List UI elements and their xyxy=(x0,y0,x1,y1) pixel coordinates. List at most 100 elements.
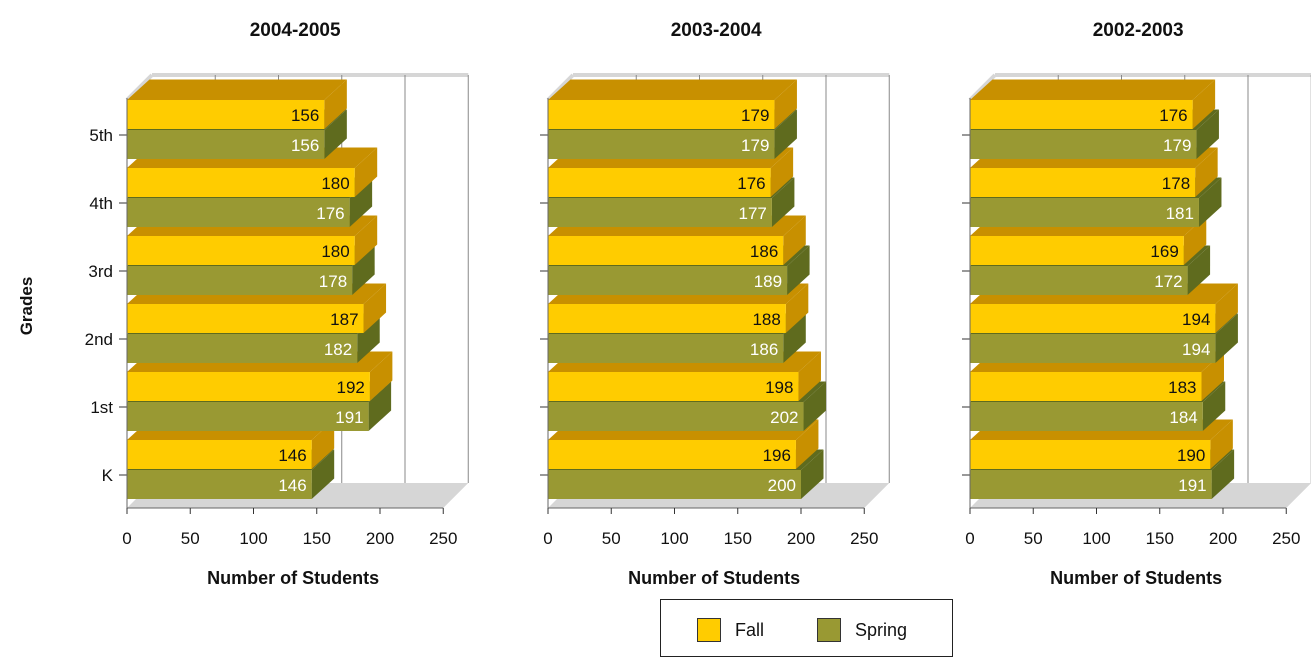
data-label-spring: 179 xyxy=(741,136,769,155)
y-axis-title: Grades xyxy=(17,277,36,336)
y-tick-label: 4th xyxy=(89,194,113,213)
bar-side-spring xyxy=(771,177,795,227)
bar-fall xyxy=(970,372,1202,401)
bar-side-fall xyxy=(774,79,797,129)
bar-fall xyxy=(970,100,1193,129)
x-tick-label: 100 xyxy=(239,529,267,548)
legend: Fall Spring xyxy=(660,599,953,657)
bar-side-fall xyxy=(1215,283,1238,333)
legend-label-spring: Spring xyxy=(855,619,908,640)
bar-side-fall xyxy=(783,215,806,265)
x-tick-label: 200 xyxy=(1209,529,1237,548)
bar-fall xyxy=(127,440,312,469)
data-label-spring: 184 xyxy=(1169,408,1197,427)
data-label-spring: 177 xyxy=(739,204,767,223)
y-tick-label: 1st xyxy=(90,398,113,417)
x-tick-label: 100 xyxy=(1082,529,1110,548)
bar-fall xyxy=(548,304,786,333)
bar-side-fall xyxy=(311,419,335,469)
chart-title: 2003-2004 xyxy=(671,20,762,41)
data-label-fall: 187 xyxy=(330,310,358,329)
bar-side-spring xyxy=(801,449,824,499)
y-tick-label: K xyxy=(102,466,114,485)
bar-top-fall xyxy=(548,79,797,100)
bar-fall xyxy=(548,440,796,469)
plot-top-edge xyxy=(546,73,575,102)
bar-fall xyxy=(970,168,1196,197)
y-tick-label: 2nd xyxy=(85,330,113,349)
bar-top-fall xyxy=(970,79,1216,100)
y-tick-label: 3rd xyxy=(88,262,113,281)
data-label-spring: 181 xyxy=(1166,204,1194,223)
x-axis-title: Number of Students xyxy=(628,568,800,588)
y-tick-label: 5th xyxy=(89,126,113,145)
bar-fall xyxy=(970,304,1216,333)
data-label-fall: 176 xyxy=(737,174,765,193)
bar-spring xyxy=(548,402,804,431)
x-tick-label: 250 xyxy=(429,529,457,548)
x-tick-label: 150 xyxy=(303,529,331,548)
data-label-fall: 198 xyxy=(765,378,793,397)
data-label-spring: 186 xyxy=(750,340,778,359)
plot-top-edge xyxy=(125,73,154,102)
bar-spring xyxy=(970,402,1203,431)
x-tick-label: 50 xyxy=(602,529,621,548)
chart-panel-2004-2005: 2004-2005 K 146 146 1st 191 192 2nd 182 187 3rd 178… xyxy=(85,20,469,588)
bar-fall xyxy=(127,372,370,401)
data-label-fall: 180 xyxy=(321,174,349,193)
bar-side-spring xyxy=(311,449,335,499)
data-label-fall: 188 xyxy=(752,310,780,329)
x-tick-label: 0 xyxy=(543,529,552,548)
bar-top-fall xyxy=(127,79,347,100)
data-label-spring: 178 xyxy=(319,272,347,291)
bar-side-spring xyxy=(352,245,375,295)
bar-side-spring xyxy=(324,109,347,159)
bar-side-fall xyxy=(369,351,393,401)
bar-spring xyxy=(548,266,788,295)
bar-fall xyxy=(548,372,799,401)
x-tick-label: 0 xyxy=(122,529,131,548)
x-tick-label: 200 xyxy=(366,529,394,548)
bar-fall xyxy=(127,304,364,333)
data-label-fall: 156 xyxy=(291,106,319,125)
x-tick-label: 50 xyxy=(1024,529,1043,548)
legend-label-fall: Fall xyxy=(735,619,765,640)
legend-item-spring: Spring xyxy=(817,616,907,644)
chart-panel-2002-2003: 2002-20031911901841831941941721691811781… xyxy=(962,20,1311,588)
bar-side-fall xyxy=(1195,147,1218,197)
data-label-spring: 179 xyxy=(1163,136,1191,155)
bar-side-fall xyxy=(354,215,378,265)
x-axis-title: Number of Students xyxy=(207,568,379,588)
x-tick-label: 50 xyxy=(181,529,200,548)
bar-fall xyxy=(127,236,355,265)
data-label-spring: 172 xyxy=(1154,272,1182,291)
bar-side-fall xyxy=(770,147,794,197)
data-label-spring: 182 xyxy=(324,340,352,359)
bar-spring xyxy=(970,130,1197,159)
data-label-fall: 183 xyxy=(1168,378,1196,397)
bar-fall xyxy=(548,236,784,265)
bar-fall xyxy=(548,100,775,129)
bar-side-spring xyxy=(357,313,380,363)
bar-fall xyxy=(548,168,771,197)
legend-item-fall: Fall xyxy=(697,616,764,644)
bar-spring xyxy=(548,198,772,227)
plot-top-edge xyxy=(968,73,997,102)
bar-side-fall xyxy=(1183,215,1207,265)
bar-side-fall xyxy=(798,351,821,401)
bar-side-spring xyxy=(368,381,392,431)
data-label-fall: 194 xyxy=(1182,310,1210,329)
bar-fall xyxy=(127,100,325,129)
bar-side-fall xyxy=(1201,351,1224,401)
data-label-fall: 196 xyxy=(763,446,791,465)
bar-spring xyxy=(127,402,369,431)
bar-spring xyxy=(548,130,775,159)
bar-side-spring xyxy=(783,313,806,363)
data-label-fall: 190 xyxy=(1177,446,1205,465)
bar-spring xyxy=(127,198,350,227)
x-tick-label: 0 xyxy=(965,529,974,548)
x-tick-label: 100 xyxy=(660,529,688,548)
bar-side-spring xyxy=(349,177,373,227)
x-tick-label: 250 xyxy=(1272,529,1300,548)
